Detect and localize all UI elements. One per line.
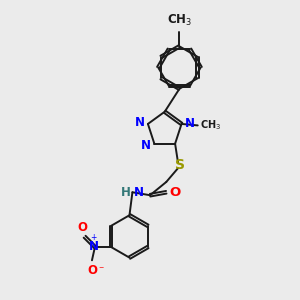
Text: N: N bbox=[134, 116, 144, 129]
Text: N: N bbox=[185, 117, 195, 130]
Text: CH$_3$: CH$_3$ bbox=[200, 118, 221, 132]
Text: N: N bbox=[89, 240, 99, 253]
Text: S: S bbox=[175, 158, 185, 172]
Text: CH$_3$: CH$_3$ bbox=[167, 13, 192, 28]
Text: N: N bbox=[134, 186, 144, 200]
Text: +: + bbox=[91, 233, 97, 242]
Text: N: N bbox=[141, 139, 151, 152]
Text: O: O bbox=[77, 221, 87, 234]
Text: O: O bbox=[169, 186, 181, 199]
Text: H: H bbox=[121, 186, 130, 199]
Text: O: O bbox=[87, 264, 97, 277]
Text: $^-$: $^-$ bbox=[97, 264, 105, 273]
